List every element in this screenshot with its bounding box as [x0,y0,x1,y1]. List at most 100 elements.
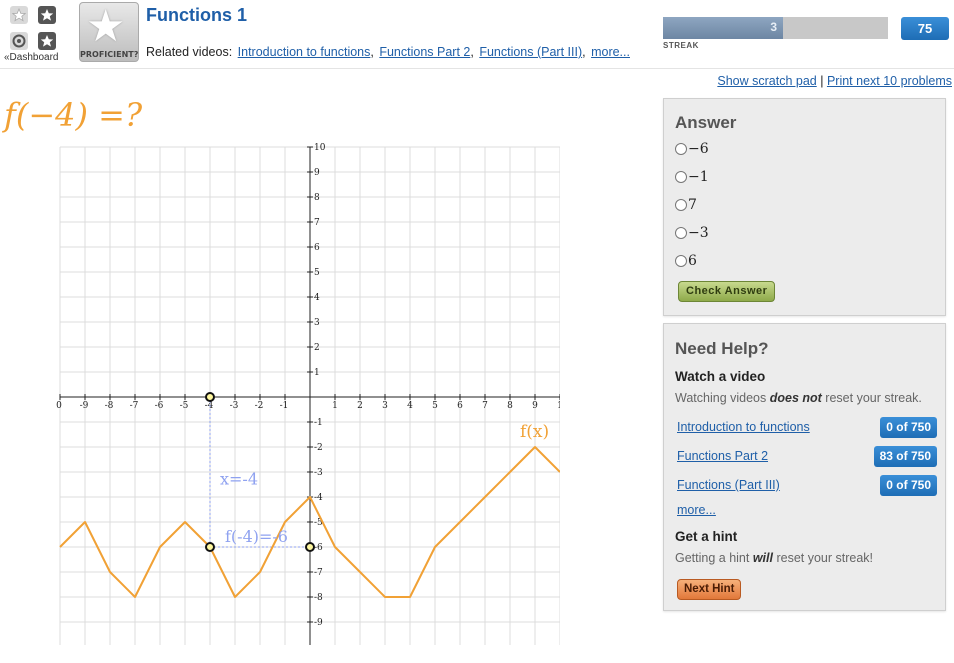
video-link[interactable]: Introduction to functions [677,420,810,434]
x-tick-label: 4 [407,401,413,411]
star-filled-icon[interactable] [38,32,56,50]
x-tick-label: -6 [155,401,164,411]
show-scratch-pad-link[interactable]: Show scratch pad [717,74,817,88]
y-tick-label: 2 [314,343,320,353]
x-tick-label: 9 [532,401,538,411]
y-tick-label: -2 [314,443,323,453]
answer-option[interactable]: 7 [675,197,697,213]
y-tick-label: 5 [314,268,320,278]
x-tick-label: 2 [357,401,363,411]
score-badge: 75 [901,17,949,40]
radio-button[interactable] [675,227,687,239]
y-tick-label: -8 [314,593,323,603]
related-label: Related videos: [146,45,233,59]
streak-value: 3 [770,20,777,34]
refresh-icon[interactable] [10,32,28,50]
y-tick-label: -4 [314,493,323,503]
video-progress-badge: 0 of 750 [880,475,937,496]
answer-option[interactable]: −6 [675,141,709,157]
x-tick-label: -3 [230,401,239,411]
x-tick-label: -1 [280,401,289,411]
related-video-link[interactable]: Functions (Part III) [479,45,583,59]
y-tick-label: 8 [314,193,320,203]
watch-video-note: Watching videos does not reset your stre… [675,391,922,405]
streak-fill [663,17,783,39]
x-tick-label: 8 [507,401,513,411]
y-tick-label: -3 [314,468,323,478]
related-videos: Related videos: Introduction to function… [146,45,630,59]
answer-panel: Answer −6 −1 7 −3 6 Check Answer [663,98,946,316]
streak-label: STREAK [663,41,699,50]
top-links: Show scratch pad | Print next 10 problem… [717,74,952,88]
y-tick-label: 3 [314,318,320,328]
more-videos-link[interactable]: more... [677,503,716,517]
x-tick-label: -5 [180,401,189,411]
star-icon[interactable] [38,6,56,24]
highlight-point [305,542,315,552]
x-tick-label: -9 [80,401,89,411]
radio-button[interactable] [675,199,687,211]
help-heading: Need Help? [675,339,769,358]
y-tick-label: -5 [314,518,323,528]
x-tick-label: -2 [255,401,264,411]
function-graph: 0 -9 -8 -7 -6 -5 -4 -3 -2 -1 1 2 3 4 5 6 7 8 9 1 10 9 8 7 6 5 4 3 2 1… [56,143,560,645]
y-tick-label: 9 [314,168,320,178]
header-divider [0,68,954,69]
link-separator: | [820,74,824,88]
question-text: f(−4) =? [4,96,143,134]
x-tick-label: -8 [105,401,114,411]
x-tick-label: 7 [482,401,488,411]
badge-star-icon: ★ [86,2,126,51]
annotation-label: x=-4 [220,470,258,489]
annotation-label: f(-4)=-6 [225,527,288,546]
y-tick-label: 4 [314,293,320,303]
streak-bar: 3 [663,17,888,39]
series-label: f(x) [520,422,549,442]
print-problems-link[interactable]: Print next 10 problems [826,74,952,88]
next-hint-button[interactable]: Next Hint [677,579,742,600]
dashboard-link[interactable]: «Dashboard [4,52,59,63]
y-tick-label: 10 [314,143,326,153]
exercise-title: Functions 1 [146,5,248,25]
y-tick-label: 6 [314,243,320,253]
highlight-point [205,392,215,402]
radio-button[interactable] [675,143,687,155]
answer-option[interactable]: 6 [675,253,697,269]
x-tick-label: 3 [382,401,388,411]
x-tick-label: 0 [56,401,62,411]
help-panel: Need Help? Watch a video Watching videos… [663,323,946,611]
star-outline-icon[interactable] [10,6,28,24]
related-video-link[interactable]: Introduction to functions [237,45,371,59]
hint-heading: Get a hint [675,529,738,544]
video-progress-badge: 0 of 750 [880,417,937,438]
x-tick-label: -7 [130,401,139,411]
check-answer-button[interactable]: Check Answer [678,281,776,302]
y-tick-label: -1 [314,418,323,428]
y-tick-label: 1 [314,368,320,378]
video-link[interactable]: Functions (Part III) [677,478,780,492]
related-video-link[interactable]: Functions Part 2 [379,45,471,59]
video-progress-badge: 83 of 750 [873,446,937,467]
y-tick-label: -9 [314,618,323,628]
answer-option[interactable]: −1 [675,169,709,185]
video-link[interactable]: Functions Part 2 [677,449,769,463]
radio-button[interactable] [675,171,687,183]
related-more-link[interactable]: more... [591,45,630,59]
hint-note: Getting a hint will reset your streak! [675,551,874,565]
x-tick-label: 1 [332,401,338,411]
x-tick-label: -4 [205,401,214,411]
watch-video-heading: Watch a video [675,369,766,384]
x-tick-label: 1 [557,401,560,411]
function-line [59,446,560,598]
y-tick-label: 7 [314,218,320,228]
y-tick-label: -7 [314,568,323,578]
radio-button[interactable] [675,255,687,267]
answer-option[interactable]: −3 [675,225,709,241]
badge-label: PROFICIENT? [80,50,139,59]
highlight-point [205,542,215,552]
y-tick-label: -6 [314,543,323,553]
proficiency-badge: ★ PROFICIENT? [79,2,139,62]
x-tick-label: 5 [432,401,438,411]
answer-heading: Answer [675,113,737,132]
x-tick-label: 6 [457,401,463,411]
